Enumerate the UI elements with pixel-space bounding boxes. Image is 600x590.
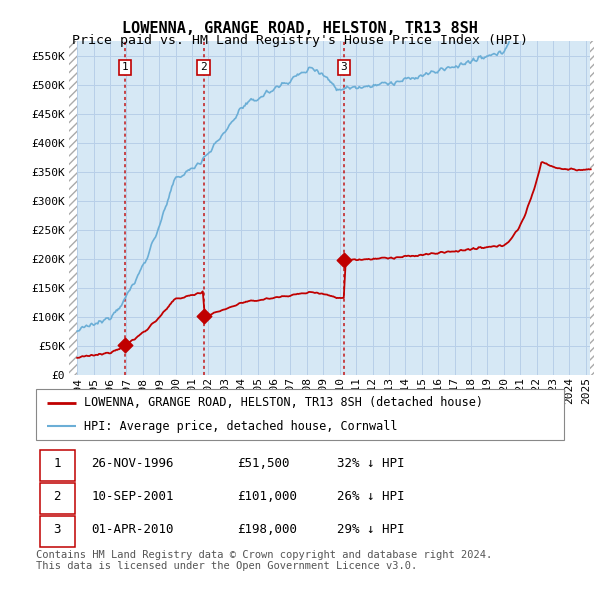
FancyBboxPatch shape — [36, 389, 564, 440]
Bar — [69, 41, 77, 375]
Point — [199, 312, 208, 321]
Text: 26-NOV-1996: 26-NOV-1996 — [91, 457, 174, 470]
Text: HPI: Average price, detached house, Cornwall: HPI: Average price, detached house, Corn… — [83, 419, 397, 432]
FancyBboxPatch shape — [40, 483, 74, 514]
Point — [339, 255, 349, 264]
Text: 32% ↓ HPI: 32% ↓ HPI — [337, 457, 404, 470]
Text: 29% ↓ HPI: 29% ↓ HPI — [337, 523, 404, 536]
Text: 2: 2 — [200, 63, 207, 73]
Text: Price paid vs. HM Land Registry's House Price Index (HPI): Price paid vs. HM Land Registry's House … — [72, 34, 528, 47]
FancyBboxPatch shape — [40, 516, 74, 547]
Text: 01-APR-2010: 01-APR-2010 — [91, 523, 174, 536]
Text: 2: 2 — [53, 490, 61, 503]
Text: £198,000: £198,000 — [236, 523, 296, 536]
Text: £51,500: £51,500 — [236, 457, 289, 470]
Text: 10-SEP-2001: 10-SEP-2001 — [91, 490, 174, 503]
Text: £101,000: £101,000 — [236, 490, 296, 503]
Text: 1: 1 — [53, 457, 61, 470]
FancyBboxPatch shape — [40, 450, 74, 481]
Text: 1: 1 — [122, 63, 128, 73]
Text: Contains HM Land Registry data © Crown copyright and database right 2024.
This d: Contains HM Land Registry data © Crown c… — [36, 550, 492, 572]
Text: 3: 3 — [340, 63, 347, 73]
Text: 3: 3 — [53, 523, 61, 536]
Text: 26% ↓ HPI: 26% ↓ HPI — [337, 490, 404, 503]
Point — [121, 340, 130, 349]
Text: LOWENNA, GRANGE ROAD, HELSTON, TR13 8SH: LOWENNA, GRANGE ROAD, HELSTON, TR13 8SH — [122, 21, 478, 35]
Text: LOWENNA, GRANGE ROAD, HELSTON, TR13 8SH (detached house): LOWENNA, GRANGE ROAD, HELSTON, TR13 8SH … — [83, 396, 482, 409]
Bar — [590, 41, 594, 375]
